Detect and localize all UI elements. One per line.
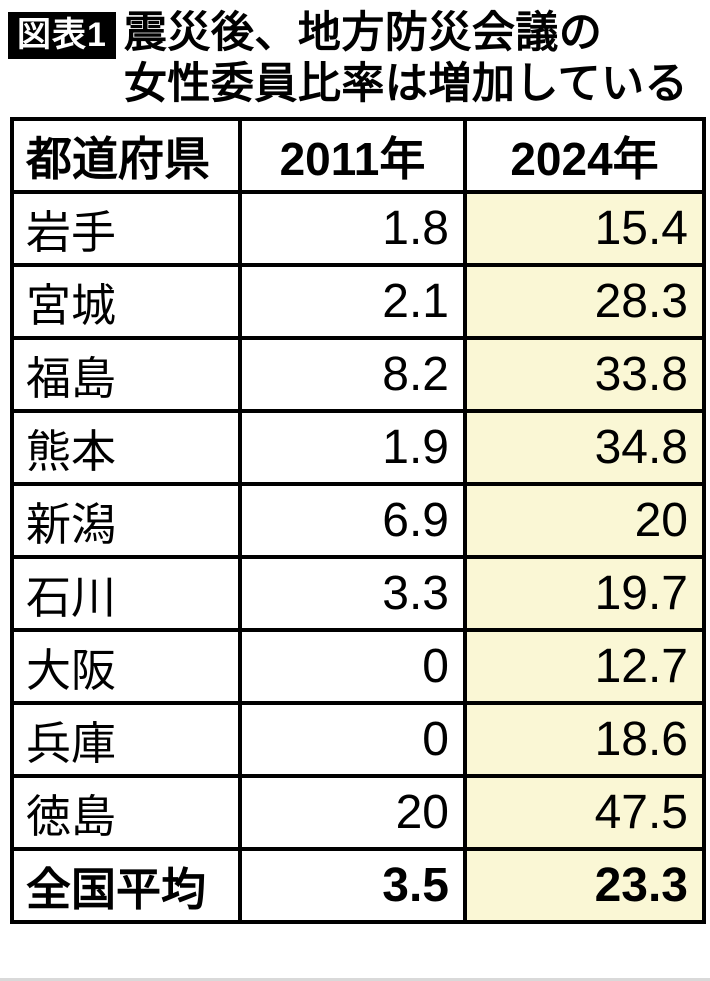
table-row: 岩手 1.8 15.4 [10, 190, 706, 267]
value-2011: 3.5 [238, 847, 467, 924]
prefecture-name: 熊本 [10, 409, 242, 486]
value-2011: 0 [238, 628, 467, 705]
value-2024: 34.8 [463, 409, 706, 486]
table-row: 石川 3.3 19.7 [10, 555, 706, 632]
table-row: 福島 8.2 33.8 [10, 336, 706, 413]
prefecture-name: 福島 [10, 336, 242, 413]
table-row: 徳島 20 47.5 [10, 774, 706, 851]
national-average-row: 全国平均 3.5 23.3 [10, 847, 706, 924]
table-row: 新潟 6.9 20 [10, 482, 706, 559]
table-row: 熊本 1.9 34.8 [10, 409, 706, 486]
col-header-prefecture: 都道府県 [10, 117, 242, 194]
figure-header: 図表1 震災後、地方防災会議の 女性委員比率は増加している [0, 0, 710, 110]
value-2011: 3.3 [238, 555, 467, 632]
prefecture-name: 宮城 [10, 263, 242, 340]
bottom-divider [0, 978, 710, 981]
value-2011: 8.2 [238, 336, 467, 413]
prefecture-name: 全国平均 [10, 847, 242, 924]
value-2024: 18.6 [463, 701, 706, 778]
value-2024: 20 [463, 482, 706, 559]
prefecture-name: 兵庫 [10, 701, 242, 778]
prefecture-name: 大阪 [10, 628, 242, 705]
prefecture-name: 石川 [10, 555, 242, 632]
value-2024: 47.5 [463, 774, 706, 851]
prefecture-name: 徳島 [10, 774, 242, 851]
value-2024: 12.7 [463, 628, 706, 705]
figure-title-line2: 女性委員比率は増加している [123, 60, 689, 108]
prefecture-ratio-table: 都道府県 2011年 2024年 岩手 1.8 15.4 宮城 2.1 28.3… [10, 117, 706, 924]
value-2024: 15.4 [463, 190, 706, 267]
value-2011: 20 [238, 774, 467, 851]
value-2011: 6.9 [238, 482, 467, 559]
col-header-2011: 2011年 [238, 117, 467, 194]
value-2024: 28.3 [463, 263, 706, 340]
value-2011: 1.9 [238, 409, 467, 486]
figure-number-badge: 図表1 [8, 12, 116, 59]
value-2011: 1.8 [238, 190, 467, 267]
value-2024: 19.7 [463, 555, 706, 632]
header-row: 都道府県 2011年 2024年 [10, 117, 706, 194]
value-2024: 23.3 [463, 847, 706, 924]
table-row: 大阪 0 12.7 [10, 628, 706, 705]
value-2024: 33.8 [463, 336, 706, 413]
value-2011: 0 [238, 701, 467, 778]
value-2011: 2.1 [238, 263, 467, 340]
table-row: 宮城 2.1 28.3 [10, 263, 706, 340]
figure-title-line1: 震災後、地方防災会議の [123, 9, 603, 57]
prefecture-name: 岩手 [10, 190, 242, 267]
col-header-2024: 2024年 [463, 117, 706, 194]
figure-title: 震災後、地方防災会議の 女性委員比率は増加している [124, 8, 688, 110]
prefecture-name: 新潟 [10, 482, 242, 559]
table-row: 兵庫 0 18.6 [10, 701, 706, 778]
